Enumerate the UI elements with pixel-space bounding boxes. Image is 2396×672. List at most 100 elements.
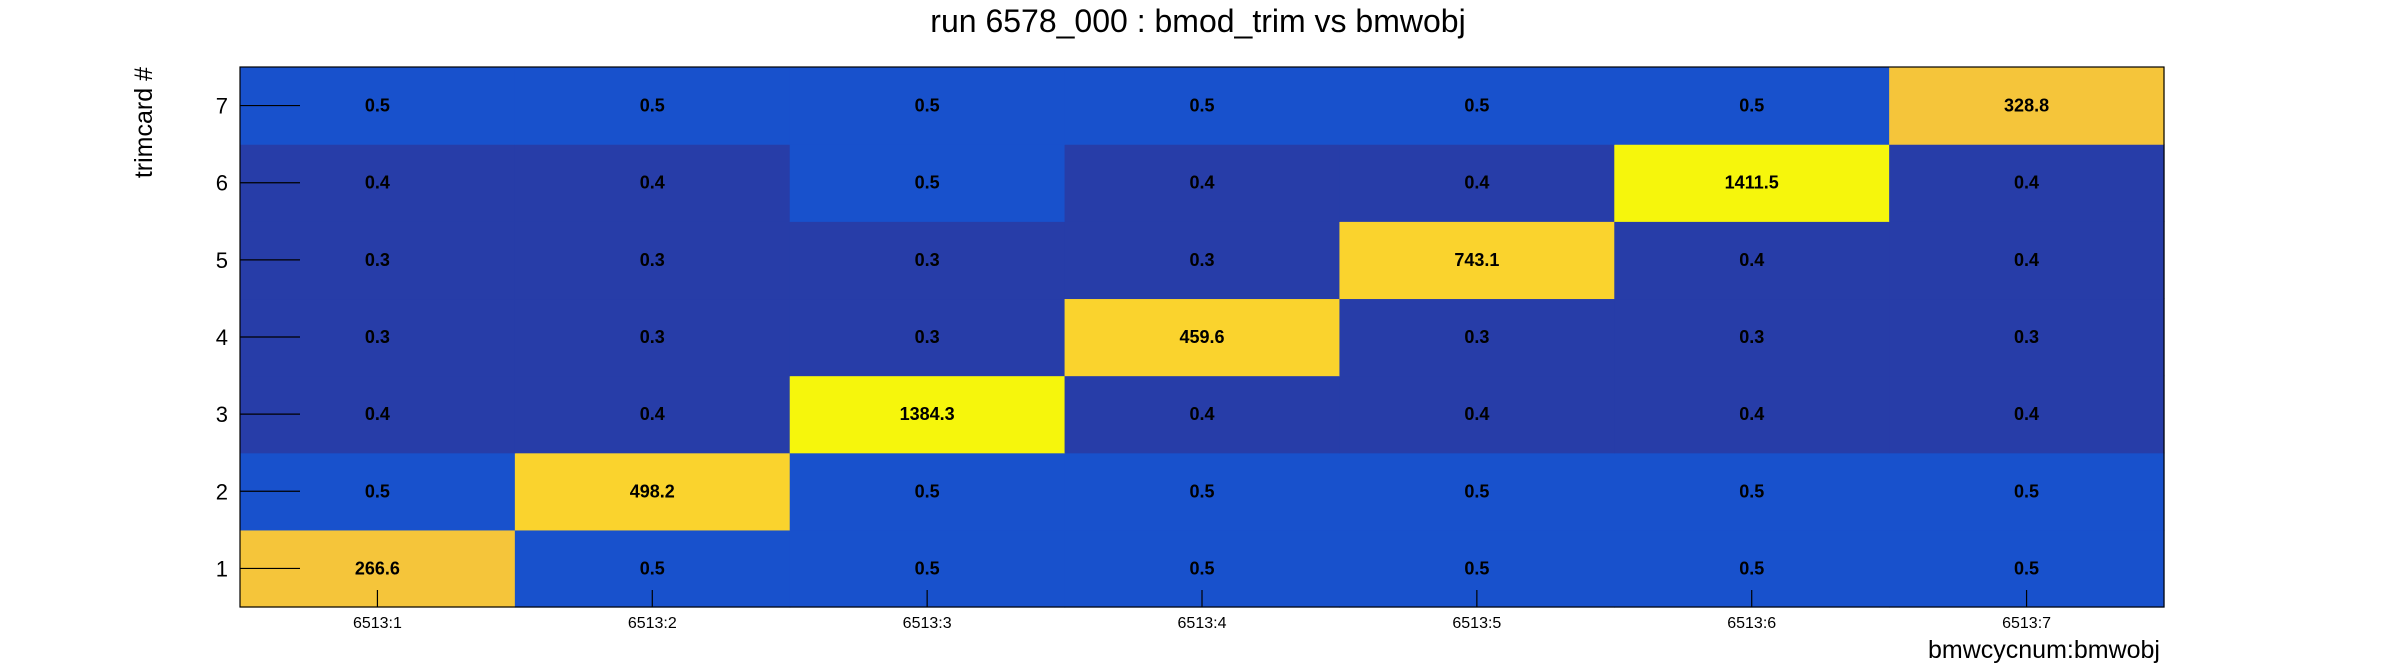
- cell-value-label: 0.5: [365, 96, 390, 116]
- cell-value-label: 0.3: [915, 327, 940, 347]
- heatmap-cell: [1614, 144, 1890, 222]
- cell-value-label: 0.3: [1464, 327, 1489, 347]
- y-axis: 1 2 3 4 5 6 7: [216, 94, 300, 581]
- cell-value-label: 0.4: [1189, 173, 1214, 193]
- cell-value-label: 0.5: [365, 481, 390, 501]
- heatmap-cell: [1339, 452, 1615, 531]
- heatmap-cell: [789, 67, 1066, 145]
- heatmap-cell: [514, 375, 791, 454]
- heatmap-cell: [1614, 452, 1890, 531]
- cell-value-label: 328.8: [2004, 96, 2049, 116]
- cell-value-label: 0.3: [640, 327, 665, 347]
- cell-value-label: 0.4: [1739, 250, 1764, 270]
- cell-value-label: 0.3: [1189, 250, 1214, 270]
- cell-value-label: 0.5: [1739, 558, 1764, 578]
- cell-value-label: 459.6: [1179, 327, 1224, 347]
- x-axis: 6513:1 6513:2 6513:3 6513:4 6513:5 6513:6 6513…: [353, 590, 2051, 632]
- x-tick-label: 6513:6: [1727, 615, 1776, 632]
- heatmap-cell: [514, 298, 791, 377]
- cell-value-label: 0.4: [2014, 404, 2039, 424]
- cell-value-label: 266.6: [355, 558, 400, 578]
- x-tick-label: 6513:7: [2002, 615, 2051, 632]
- cell-value-label: 0.5: [2014, 481, 2039, 501]
- cell-value-label: 0.5: [1739, 96, 1764, 116]
- x-tick-label: 6513:3: [903, 615, 952, 632]
- heatmap-cell: [789, 452, 1066, 531]
- heatmap-cell: [1064, 298, 1341, 377]
- cell-value-label: 0.5: [1464, 96, 1489, 116]
- x-axis-label: bmwcycnum:bmwobj: [1928, 636, 2160, 664]
- heatmap-cell: [1064, 375, 1341, 454]
- heatmap-cell: [514, 221, 791, 300]
- cell-value-label: 0.5: [1189, 558, 1214, 578]
- cell-value-label: 0.5: [2014, 558, 2039, 578]
- y-tick-label: 7: [216, 94, 228, 119]
- cell-value-label: 0.5: [915, 173, 940, 193]
- x-tick-label: 6513:1: [353, 615, 402, 632]
- cell-value-label: 0.4: [1739, 404, 1764, 424]
- heatmap-cell: [514, 452, 791, 531]
- cell-value-label: 0.4: [640, 173, 665, 193]
- cell-value-label: 0.3: [640, 250, 665, 270]
- cell-value-label: 0.5: [915, 481, 940, 501]
- heatmap-cell: [789, 221, 1066, 300]
- heatmap-cell-labels: 266.6 0.5 0.5 0.5 0.5 0.5 0.5 0.5 498.2 0.5 0.5 0.5…: [355, 96, 2049, 579]
- heatmap-cell: [1339, 375, 1615, 454]
- heatmap-cell: [1339, 144, 1615, 222]
- heatmap-cell: [1614, 298, 1890, 377]
- cell-value-label: 0.5: [1464, 558, 1489, 578]
- heatmap-cell: [1339, 221, 1615, 300]
- cell-value-label: 0.3: [915, 250, 940, 270]
- heatmap-cell: [789, 144, 1066, 222]
- cell-value-label: 0.3: [365, 327, 390, 347]
- cell-value-label: 0.5: [1189, 481, 1214, 501]
- heatmap-cell: [789, 375, 1066, 454]
- cell-value-label: 0.4: [2014, 173, 2039, 193]
- cell-value-label: 498.2: [630, 481, 675, 501]
- cell-value-label: 743.1: [1454, 250, 1499, 270]
- cell-value-label: 0.4: [1189, 404, 1214, 424]
- heatmap-cell: [1614, 67, 1890, 145]
- cell-value-label: 0.4: [640, 404, 665, 424]
- heatmap-cell: [789, 298, 1066, 377]
- chart-title: run 6578_000 : bmod_trim vs bmwobj: [930, 3, 1465, 39]
- cell-value-label: 0.5: [1189, 96, 1214, 116]
- cell-value-label: 0.5: [1739, 481, 1764, 501]
- y-tick-label: 6: [216, 171, 228, 196]
- y-tick-label: 5: [216, 248, 228, 273]
- heatmap-cell: [1339, 67, 1615, 145]
- heatmap-cell: [1889, 298, 2165, 377]
- heatmap-cell: [514, 67, 791, 145]
- heatmap-cell: [1889, 221, 2165, 300]
- cell-value-label: 0.4: [365, 404, 390, 424]
- y-tick-label: 3: [216, 402, 228, 427]
- heatmap-cell: [1889, 452, 2165, 531]
- y-tick-label: 2: [216, 479, 228, 504]
- cell-value-label: 1411.5: [1725, 173, 1779, 193]
- x-tick-label: 6513:5: [1452, 615, 1501, 632]
- heatmap-cell: [1339, 298, 1615, 377]
- cell-value-label: 0.3: [2014, 327, 2039, 347]
- heatmap-cell: [1064, 221, 1341, 300]
- heatmap-cell: [1064, 452, 1341, 531]
- heatmap-cell: [1064, 67, 1341, 145]
- cell-value-label: 0.5: [915, 96, 940, 116]
- cell-value-label: 0.5: [1464, 481, 1489, 501]
- x-tick-label: 6513:2: [628, 615, 677, 632]
- heatmap-cell: [1614, 221, 1890, 300]
- heatmap-cell: [1889, 144, 2165, 222]
- x-tick-label: 6513:4: [1178, 615, 1227, 632]
- cell-value-label: 0.5: [640, 96, 665, 116]
- cell-value-label: 0.5: [915, 558, 940, 578]
- cell-value-label: 0.3: [365, 250, 390, 270]
- y-tick-label: 4: [216, 325, 228, 350]
- heatmap-cell: [1889, 375, 2165, 454]
- heatmap-cell: [1064, 144, 1341, 222]
- cell-value-label: 0.4: [365, 173, 390, 193]
- cell-value-label: 0.3: [1739, 327, 1764, 347]
- cell-value-label: 0.4: [1464, 173, 1489, 193]
- heatmap-cell: [1614, 375, 1890, 454]
- y-axis-label: trimcard #: [130, 67, 158, 178]
- cell-value-label: 0.4: [2014, 250, 2039, 270]
